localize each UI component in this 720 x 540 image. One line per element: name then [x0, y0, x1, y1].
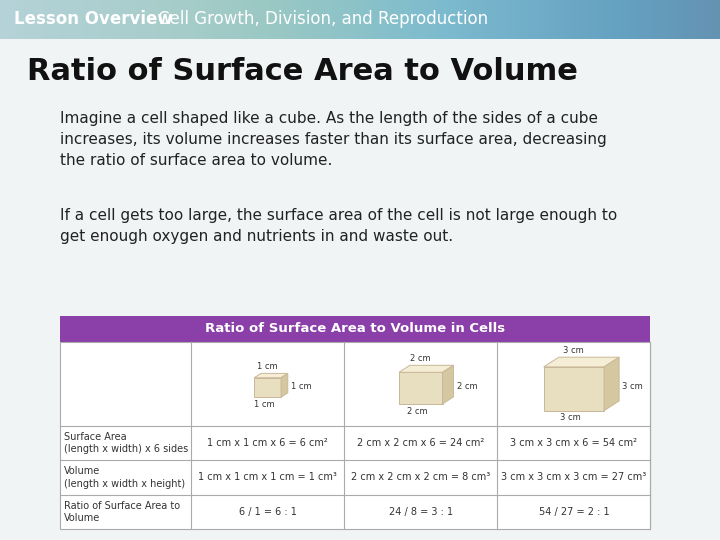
Text: Volume
(length x width x height): Volume (length x width x height) [63, 466, 185, 489]
Text: 54 / 27 = 2 : 1: 54 / 27 = 2 : 1 [539, 507, 609, 517]
FancyBboxPatch shape [0, 0, 720, 39]
Text: 3 cm x 3 cm x 3 cm = 27 cm³: 3 cm x 3 cm x 3 cm = 27 cm³ [501, 472, 647, 482]
Text: 24 / 8 = 3 : 1: 24 / 8 = 3 : 1 [389, 507, 453, 517]
Text: If a cell gets too large, the surface area of the cell is not large enough to
ge: If a cell gets too large, the surface ar… [60, 208, 618, 244]
Text: 6 / 1 = 6 : 1: 6 / 1 = 6 : 1 [239, 507, 297, 517]
Polygon shape [254, 378, 281, 397]
Polygon shape [254, 374, 288, 378]
Text: Lesson Overview: Lesson Overview [14, 10, 173, 29]
Text: Imagine a cell shaped like a cube. As the length of the sides of a cube
increase: Imagine a cell shaped like a cube. As th… [60, 111, 607, 168]
Text: 3 cm x 3 cm x 6 = 54 cm²: 3 cm x 3 cm x 6 = 54 cm² [510, 438, 637, 448]
Text: 2 cm: 2 cm [407, 407, 428, 416]
Text: 2 cm: 2 cm [410, 354, 431, 363]
Text: 1 cm: 1 cm [257, 362, 278, 370]
Text: 3 cm: 3 cm [560, 414, 581, 422]
Polygon shape [544, 357, 619, 367]
Text: Ratio of Surface Area to
Volume: Ratio of Surface Area to Volume [63, 501, 180, 523]
Text: 1 cm x 1 cm x 6 = 6 cm²: 1 cm x 1 cm x 6 = 6 cm² [207, 438, 328, 448]
Polygon shape [443, 365, 454, 404]
Text: 2 cm x 2 cm x 6 = 24 cm²: 2 cm x 2 cm x 6 = 24 cm² [357, 438, 485, 448]
Text: 1 cm: 1 cm [254, 400, 274, 409]
Text: Ratio of Surface Area to Volume in Cells: Ratio of Surface Area to Volume in Cells [205, 322, 505, 335]
FancyBboxPatch shape [60, 342, 650, 529]
Text: Surface Area
(length x width) x 6 sides: Surface Area (length x width) x 6 sides [63, 431, 188, 454]
Text: 3 cm: 3 cm [623, 382, 643, 391]
Polygon shape [544, 367, 604, 410]
Text: 1 cm x 1 cm x 1 cm = 1 cm³: 1 cm x 1 cm x 1 cm = 1 cm³ [198, 472, 337, 482]
Polygon shape [399, 365, 454, 373]
Text: 3 cm: 3 cm [564, 346, 584, 355]
FancyBboxPatch shape [60, 316, 650, 342]
Text: 1 cm: 1 cm [291, 382, 312, 391]
Text: 2 cm: 2 cm [456, 382, 477, 391]
Text: 2 cm x 2 cm x 2 cm = 8 cm³: 2 cm x 2 cm x 2 cm = 8 cm³ [351, 472, 490, 482]
Polygon shape [281, 374, 288, 397]
Text: Cell Growth, Division, and Reproduction: Cell Growth, Division, and Reproduction [158, 10, 489, 29]
Polygon shape [399, 373, 443, 404]
Polygon shape [604, 357, 619, 410]
Text: Ratio of Surface Area to Volume: Ratio of Surface Area to Volume [27, 57, 577, 86]
